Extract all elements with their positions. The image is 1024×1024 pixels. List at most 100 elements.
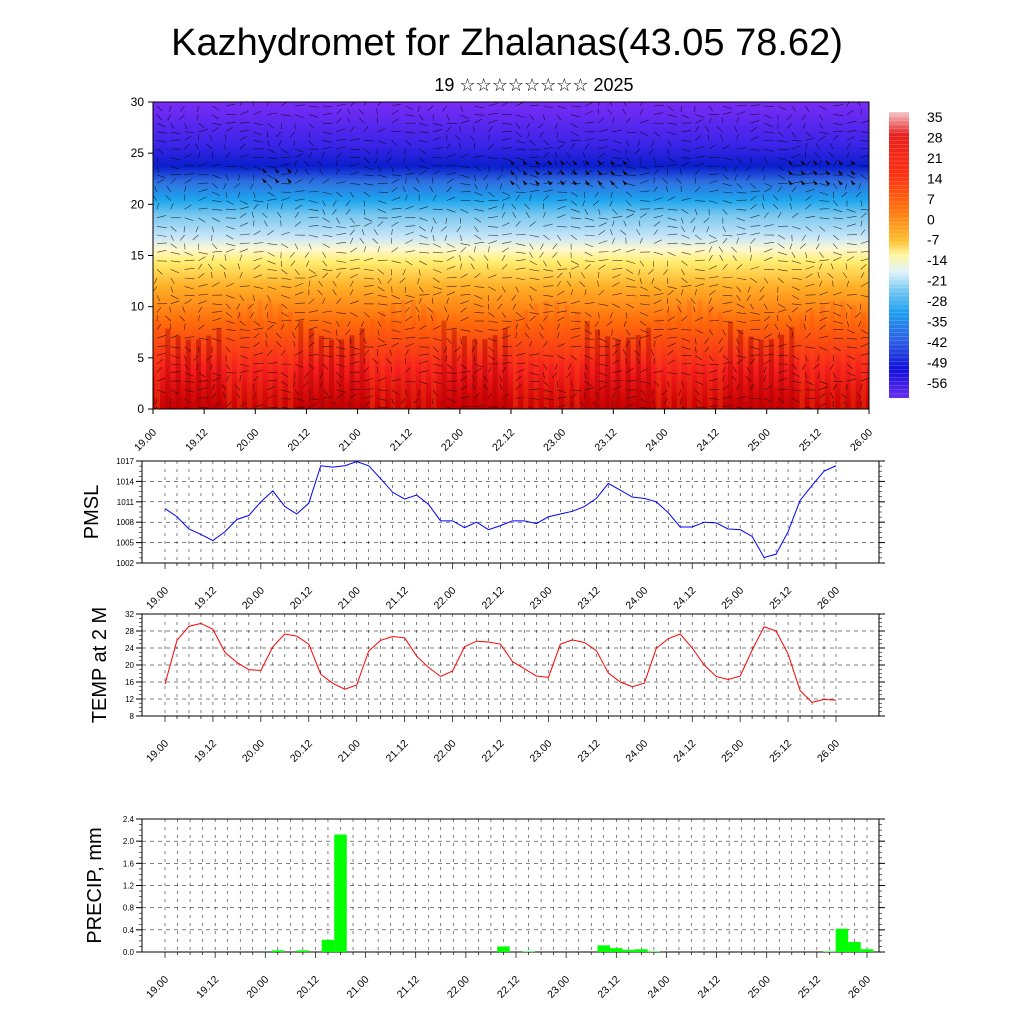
wind-barb <box>237 263 241 270</box>
wind-barb <box>791 145 801 150</box>
colorbar-label: -28 <box>927 293 947 309</box>
wind-barb <box>805 137 815 141</box>
wind-barb <box>606 320 613 327</box>
wind-barb <box>555 123 558 130</box>
wind-barb <box>639 340 641 347</box>
wind-barb <box>791 213 799 219</box>
wind-barb <box>294 398 305 401</box>
wind-barb <box>294 179 303 184</box>
wind-barb <box>570 389 581 391</box>
wind-barb <box>543 171 553 176</box>
heatmap-streak <box>329 339 334 409</box>
wind-barb <box>239 143 246 150</box>
wind-barb <box>156 345 167 348</box>
wind-barb <box>460 273 468 279</box>
wind-barb <box>225 127 233 133</box>
wind-barb <box>791 389 802 392</box>
wind-barb <box>253 369 263 373</box>
wind-barb <box>829 143 834 150</box>
wind-barb <box>405 260 413 266</box>
wind-barb <box>281 294 290 299</box>
wind-barb <box>322 401 325 408</box>
wind-barb <box>501 137 512 141</box>
precip-bar <box>321 939 335 952</box>
wind-barb <box>543 105 554 109</box>
wind-barb <box>639 213 647 219</box>
heatmap-streak <box>502 327 508 409</box>
wind-barb <box>184 123 188 130</box>
x-tick-label: 20.00 <box>244 974 271 1001</box>
wind-barb <box>322 337 333 340</box>
wind-barb <box>156 174 166 179</box>
wind-barb <box>391 221 399 227</box>
wind-barb <box>399 277 406 284</box>
wind-barb <box>363 357 366 365</box>
wind-barb <box>336 103 346 107</box>
wind-barb <box>419 251 430 254</box>
wind-barb <box>376 366 379 373</box>
colorbar-label: -56 <box>927 375 947 391</box>
wind-barb <box>472 383 475 390</box>
wind-barb <box>819 380 829 385</box>
wind-barb <box>788 315 793 322</box>
wind-barb <box>444 306 448 313</box>
strong-wind-barb <box>788 160 793 165</box>
strong-wind-barb <box>547 170 553 175</box>
wind-barb <box>860 329 869 335</box>
strong-wind-barb <box>572 180 578 185</box>
y-tick-label: 2.0 <box>123 837 135 846</box>
wind-barb <box>405 380 416 383</box>
wind-barb <box>584 251 593 257</box>
colorbar-label: -7 <box>927 232 940 248</box>
wind-barb <box>363 338 367 345</box>
wind-barb <box>570 289 574 296</box>
wind-barb <box>474 155 484 158</box>
wind-barb <box>791 355 800 360</box>
wind-barb <box>247 303 254 310</box>
wind-barb <box>170 260 181 263</box>
wind-barb <box>832 243 838 250</box>
wind-barb <box>336 181 346 184</box>
wind-barb <box>651 140 655 147</box>
wind-barb <box>474 367 482 373</box>
wind-barb <box>239 272 243 279</box>
wind-barb <box>446 372 457 374</box>
heatmap-streak <box>349 335 355 409</box>
wind-barb <box>763 303 768 310</box>
heatmap-x-tick-label: 25.12 <box>797 427 824 454</box>
wind-barb <box>184 398 191 404</box>
heatmap-x-tick-label: 21.12 <box>388 427 415 454</box>
wind-barb <box>474 114 485 116</box>
wind-barb <box>598 312 600 319</box>
wind-barb <box>626 191 633 197</box>
wind-barb <box>156 250 167 253</box>
wind-barb <box>308 114 318 118</box>
colorbar-label: -49 <box>927 354 947 370</box>
wind-barb <box>695 200 706 202</box>
strong-wind-barb <box>800 180 806 185</box>
wind-barb <box>708 276 719 279</box>
wind-barb <box>446 338 452 344</box>
wind-barb <box>667 131 677 136</box>
wind-barb <box>722 310 733 313</box>
wind-barb <box>653 112 664 115</box>
wind-barb <box>499 383 503 390</box>
wind-barb <box>156 122 166 128</box>
wind-barb <box>501 147 512 150</box>
wind-barb <box>196 363 199 370</box>
wind-barb <box>612 208 618 215</box>
wind-barb <box>419 157 426 163</box>
wind-barb <box>198 272 205 279</box>
wind-barb <box>446 363 453 370</box>
wind-barb <box>501 131 513 133</box>
wind-barb <box>515 332 517 339</box>
wind-barb <box>746 295 751 301</box>
wind-barb <box>470 263 475 270</box>
wind-barb <box>846 303 852 310</box>
wind-barb <box>695 317 704 322</box>
wind-barb <box>474 338 478 345</box>
wind-barb <box>653 334 663 339</box>
wind-barb <box>791 406 793 409</box>
wind-barb <box>363 148 371 155</box>
wind-barb <box>750 104 761 107</box>
